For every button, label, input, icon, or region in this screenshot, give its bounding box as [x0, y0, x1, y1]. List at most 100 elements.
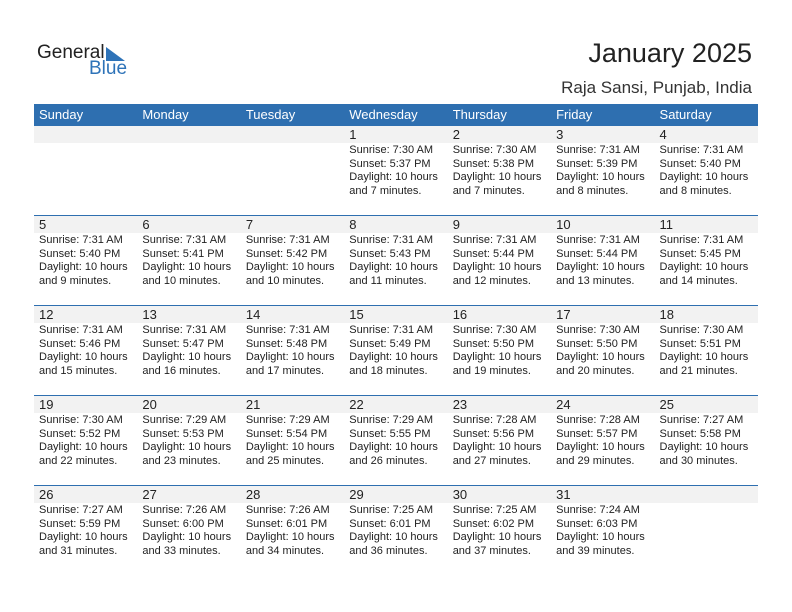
sunrise-text: Sunrise: 7:29 AM	[349, 414, 434, 426]
date-strip	[654, 396, 758, 413]
daylight2-text: and 10 minutes.	[245, 274, 325, 287]
date-strip	[344, 486, 448, 503]
sunset-text: Sunset: 5:42 PM	[245, 247, 328, 260]
sunrise-text: Sunrise: 7:28 AM	[556, 414, 640, 426]
date-strip	[34, 486, 138, 503]
sunset-text: Sunset: 6:00 PM	[142, 517, 224, 530]
day-cell: 13 Sunrise: 7:31 AM Sunset: 5:47 PM Dayligh…	[137, 306, 241, 396]
day-info: Sunrise: 7:31 AM Sunset: 5:41 PM Daylight:…	[137, 234, 240, 288]
day-number: 29	[349, 487, 364, 502]
sunrise-text: Sunrise: 7:30 AM	[39, 414, 123, 426]
daylight2-text: and 39 minutes.	[556, 544, 635, 557]
day-cell	[654, 486, 758, 576]
daylight1-text: Daylight: 10 hours	[245, 531, 335, 543]
day-cell: 31 Sunrise: 7:24 AM Sunset: 6:03 PM Dayligh…	[551, 486, 655, 576]
date-strip	[654, 306, 758, 323]
sunset-text: Sunset: 5:40 PM	[39, 247, 121, 260]
date-strip	[240, 396, 345, 413]
daylight1-text: Daylight: 10 hours	[245, 441, 335, 453]
sunrise-text: Sunrise: 7:26 AM	[245, 504, 330, 516]
daylight1-text: Daylight: 10 hours	[245, 261, 335, 273]
daylight1-text: Daylight: 10 hours	[556, 261, 645, 273]
sunset-text: Sunset: 5:48 PM	[245, 337, 328, 350]
daylight2-text: and 21 minutes.	[659, 364, 738, 377]
daylight2-text: and 33 minutes.	[142, 544, 221, 557]
day-cell: 11 Sunrise: 7:31 AM Sunset: 5:45 PM Dayligh…	[654, 216, 758, 306]
sunset-text: Sunset: 5:52 PM	[39, 427, 121, 440]
sunset-text: Sunset: 5:46 PM	[39, 337, 121, 350]
sunrise-text: Sunrise: 7:31 AM	[556, 234, 640, 246]
day-cell: 20 Sunrise: 7:29 AM Sunset: 5:53 PM Dayligh…	[137, 396, 241, 486]
day-info: Sunrise: 7:31 AM Sunset: 5:44 PM Daylight:…	[551, 234, 654, 288]
week-row: 5 Sunrise: 7:31 AM Sunset: 5:40 PM Daylight…	[34, 215, 758, 306]
day-cell: 7 Sunrise: 7:31 AM Sunset: 5:42 PM Daylight…	[240, 216, 345, 306]
day-info: Sunrise: 7:27 AM Sunset: 5:58 PM Daylight:…	[655, 414, 758, 468]
sunset-text: Sunset: 5:37 PM	[349, 157, 431, 170]
date-strip	[240, 306, 345, 323]
daylight1-text: Daylight: 10 hours	[349, 441, 438, 453]
day-info: Sunrise: 7:30 AM Sunset: 5:51 PM Daylight:…	[655, 324, 758, 378]
date-strip	[551, 396, 655, 413]
day-info: Sunrise: 7:31 AM Sunset: 5:47 PM Daylight:…	[137, 324, 240, 378]
daylight2-text: and 22 minutes.	[39, 454, 118, 467]
sunset-text: Sunset: 5:43 PM	[349, 247, 431, 260]
day-info: Sunrise: 7:24 AM Sunset: 6:03 PM Daylight:…	[551, 504, 654, 558]
daylight2-text: and 16 minutes.	[142, 364, 221, 377]
day-info: Sunrise: 7:26 AM Sunset: 6:01 PM Daylight:…	[241, 504, 344, 558]
day-number: 25	[659, 397, 674, 412]
day-number: 15	[349, 307, 364, 322]
daylight2-text: and 36 minutes.	[349, 544, 428, 557]
daylight1-text: Daylight: 10 hours	[39, 261, 128, 273]
date-strip	[551, 216, 655, 233]
page-title: January 2025	[588, 38, 752, 68]
sunrise-text: Sunrise: 7:31 AM	[142, 234, 227, 246]
day-cell: 16 Sunrise: 7:30 AM Sunset: 5:50 PM Dayligh…	[447, 306, 552, 396]
day-cell: 23 Sunrise: 7:28 AM Sunset: 5:56 PM Dayligh…	[447, 396, 552, 486]
date-strip	[137, 396, 241, 413]
day-number: 19	[39, 397, 54, 412]
location: Raja Sansi, Punjab, India	[561, 78, 752, 97]
date-strip	[654, 126, 758, 143]
daylight1-text: Daylight: 10 hours	[452, 261, 542, 273]
day-number: 26	[39, 487, 54, 502]
sunrise-text: Sunrise: 7:25 AM	[452, 504, 537, 516]
daylight2-text: and 14 minutes.	[659, 274, 738, 287]
daylight1-text: Daylight: 10 hours	[39, 441, 128, 453]
day-cell: 26 Sunrise: 7:27 AM Sunset: 5:59 PM Dayligh…	[34, 486, 138, 576]
day-info: Sunrise: 7:26 AM Sunset: 6:00 PM Daylight:…	[137, 504, 240, 558]
weekday-friday: Friday	[556, 107, 593, 122]
logo-general: General	[37, 42, 105, 63]
sunset-text: Sunset: 6:01 PM	[245, 517, 328, 530]
daylight1-text: Daylight: 10 hours	[349, 171, 438, 183]
sunrise-text: Sunrise: 7:31 AM	[452, 234, 537, 246]
date-strip	[137, 306, 241, 323]
date-strip	[447, 486, 552, 503]
sunrise-text: Sunrise: 7:31 AM	[659, 234, 744, 246]
week-row: 12 Sunrise: 7:31 AM Sunset: 5:46 PM Dayligh…	[34, 305, 758, 396]
day-cell: 12 Sunrise: 7:31 AM Sunset: 5:46 PM Dayligh…	[34, 306, 138, 396]
daylight2-text: and 12 minutes.	[452, 274, 531, 287]
sunrise-text: Sunrise: 7:24 AM	[556, 504, 640, 516]
daylight2-text: and 18 minutes.	[349, 364, 428, 377]
day-cell: 27 Sunrise: 7:26 AM Sunset: 6:00 PM Dayligh…	[137, 486, 241, 576]
day-info: Sunrise: 7:29 AM Sunset: 5:53 PM Daylight:…	[137, 414, 240, 468]
sunrise-text: Sunrise: 7:31 AM	[349, 324, 434, 336]
weekday-monday: Monday	[142, 107, 189, 122]
date-strip	[344, 306, 448, 323]
sunset-text: Sunset: 5:58 PM	[659, 427, 741, 440]
day-info: Sunrise: 7:30 AM Sunset: 5:50 PM Daylight:…	[551, 324, 654, 378]
day-number: 5	[39, 217, 47, 232]
day-cell	[240, 126, 345, 216]
day-number: 24	[556, 397, 571, 412]
sunset-text: Sunset: 6:02 PM	[452, 517, 535, 530]
daylight2-text: and 7 minutes.	[452, 184, 525, 197]
day-info: Sunrise: 7:28 AM Sunset: 5:57 PM Daylight:…	[551, 414, 654, 468]
week-row: 19 Sunrise: 7:30 AM Sunset: 5:52 PM Dayligh…	[34, 395, 758, 486]
day-info: Sunrise: 7:31 AM Sunset: 5:43 PM Daylight:…	[344, 234, 447, 288]
day-cell: 2 Sunrise: 7:30 AM Sunset: 5:38 PM Daylight…	[447, 126, 552, 216]
daylight2-text: and 25 minutes.	[245, 454, 325, 467]
day-info: Sunrise: 7:31 AM Sunset: 5:42 PM Daylight:…	[241, 234, 344, 288]
day-info: Sunrise: 7:31 AM Sunset: 5:49 PM Daylight:…	[344, 324, 447, 378]
daylight2-text: and 10 minutes.	[142, 274, 221, 287]
